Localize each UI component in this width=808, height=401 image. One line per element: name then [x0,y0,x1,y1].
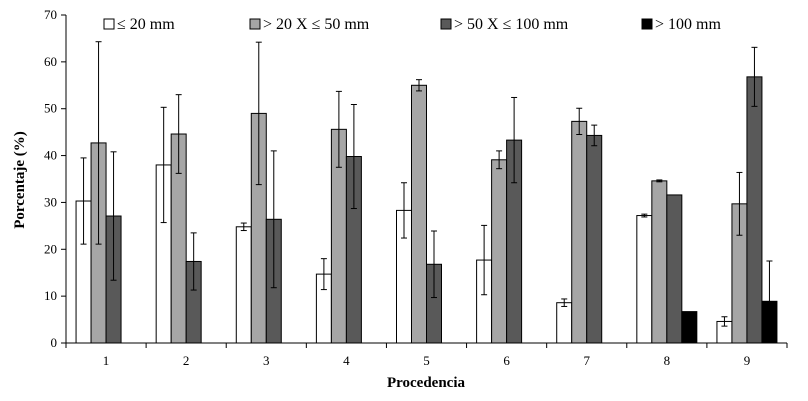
legend-swatch [103,18,115,30]
x-tick-label: 7 [583,353,590,368]
axes-layer: 0 10 20 30 40 50 60 70 1 2 3 4 5 6 7 8 9 [44,7,788,368]
legend-label: ≤ 20 mm [117,16,175,33]
y-tick-label: 0 [51,335,58,350]
error-bar-series-1-cat-1 [80,157,87,245]
y-tick-label: 50 [44,101,57,116]
bar-series-4-cat-8 [681,311,698,344]
y-axis-title: Porcentaje (%) [12,131,28,229]
x-tick-label: 6 [503,353,510,368]
bar-series-3-cat-8 [666,194,683,344]
legend-swatch [440,18,452,30]
legend-label: > 100 mm [655,16,721,33]
legend-item-series-1: ≤ 20 mm [103,16,175,33]
x-tick-label: 9 [744,353,751,368]
error-bar-series-2-cat-9 [736,171,743,236]
error-bar-series-2-cat-7 [576,107,583,135]
legend-label: > 50 X ≤ 100 mm [454,16,569,33]
y-tick-label: 60 [44,54,57,69]
legend-swatch [249,18,261,30]
error-bar-series-3-cat-5 [431,230,437,299]
error-bar-series-3-cat-2 [190,232,197,291]
legend-item-series-3: > 50 X ≤ 100 mm [440,16,569,33]
error-bar-series-4-cat-9 [766,260,773,343]
error-bar-series-2-cat-5 [416,79,422,92]
legend-swatch [641,18,653,30]
error-bar-series-1-cat-8 [641,213,648,218]
x-tick-label: 5 [423,353,430,368]
error-bar-series-1-cat-3 [240,222,247,232]
x-tick-label: 1 [103,353,110,368]
x-tick-label: 4 [343,353,350,368]
error-bar-series-1-cat-5 [401,182,407,239]
error-bar-series-3-cat-6 [511,96,518,184]
y-tick-label: 70 [44,7,57,22]
bar-series-2-cat-6 [491,159,508,344]
error-bar-series-1-cat-4 [320,258,327,291]
error-bar-series-1-cat-6 [481,224,488,296]
legend-label: > 20 X ≤ 50 mm [263,16,370,33]
bar-series-2-cat-8 [651,180,668,344]
legend: ≤ 20 mm > 20 X ≤ 50 mm > 50 X ≤ 100 mm > 10… [103,16,721,33]
error-bar-series-3-cat-7 [591,124,598,147]
error-bar-series-3-cat-4 [350,103,357,210]
bar-series-3-cat-9 [746,76,763,344]
bar-series-1-cat-3 [235,226,252,344]
error-bar-series-3-cat-3 [270,150,277,289]
error-bar-series-2-cat-6 [496,150,503,170]
y-tick-label: 40 [44,148,57,163]
error-bar-series-3-cat-9 [751,46,758,107]
x-tick-label: 3 [263,353,270,368]
y-tick-label: 10 [44,288,57,303]
error-bar-series-2-cat-8 [656,179,663,183]
error-bar-series-3-cat-1 [110,151,117,281]
error-bar-series-2-cat-1 [95,41,102,245]
error-bar-series-1-cat-2 [160,106,167,224]
y-tick-label: 20 [44,241,57,256]
error-bar-series-2-cat-4 [335,90,342,168]
error-bar-series-1-cat-9 [721,316,728,327]
x-tick-label: 2 [183,353,190,368]
error-bar-series-1-cat-7 [561,298,568,307]
legend-item-series-4: > 100 mm [641,16,721,33]
error-bar-series-2-cat-2 [175,94,182,174]
error-bars-layer [80,41,773,343]
x-axis-title: Procedencia [387,375,466,391]
bar-series-2-cat-7 [571,120,588,344]
legend-item-series-2: > 20 X ≤ 50 mm [249,16,370,33]
x-tick-label: 8 [664,353,671,368]
bar-series-2-cat-5 [411,84,427,344]
bars-layer [75,76,778,344]
bar-series-3-cat-7 [586,134,603,344]
error-bar-series-2-cat-3 [255,41,262,186]
bar-series-1-cat-8 [636,215,653,344]
bar-series-1-cat-7 [556,302,573,344]
y-tick-label: 30 [44,194,57,209]
